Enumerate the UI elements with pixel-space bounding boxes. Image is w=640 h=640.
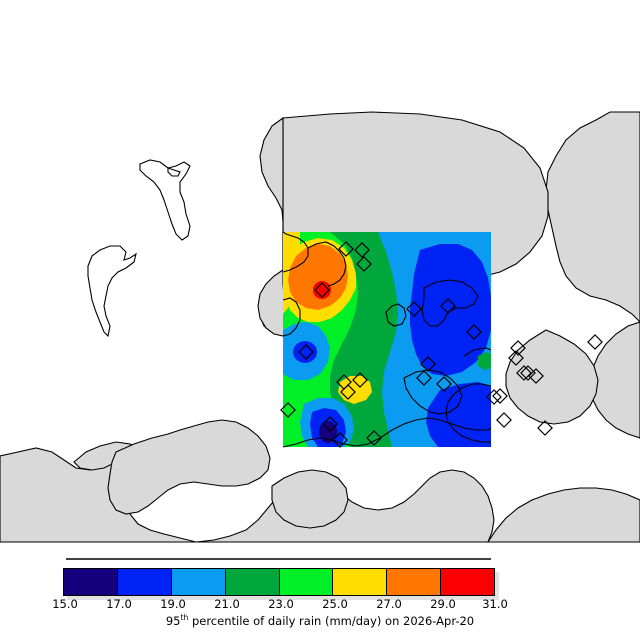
coast-east-lower <box>445 383 492 443</box>
offshore-islands-layer <box>87 159 191 338</box>
contour-core-15-17-southcentral <box>319 421 337 443</box>
colorbar-legend: 15.0 17.0 19.0 21.0 23.0 25.0 27.0 29.0 … <box>0 558 640 640</box>
mainland-east-mid <box>505 329 599 425</box>
station-marker[interactable] <box>280 402 296 418</box>
island-central-small <box>385 303 407 327</box>
station-marker[interactable] <box>366 430 382 446</box>
mainland-far-southeast <box>486 487 640 543</box>
coast-southeast-bay <box>403 369 463 415</box>
station-marker[interactable] <box>314 282 330 298</box>
coast-east-headland <box>463 347 492 357</box>
colorbar-cell-17-19 <box>117 569 172 595</box>
colorbar-caption: 95th percentile of daily rain (mm/day) o… <box>0 613 640 628</box>
station-marker[interactable] <box>587 334 603 350</box>
station-marker[interactable] <box>486 389 502 405</box>
station-marker[interactable] <box>436 376 452 392</box>
colorbar-tick-0: 15.0 <box>52 597 78 611</box>
station-marker[interactable] <box>520 365 536 381</box>
mainland-south-central <box>107 419 271 515</box>
colorbar-cell-15-17 <box>64 569 118 595</box>
station-marker[interactable] <box>416 370 432 386</box>
colorbar-tick-8: 31.0 <box>482 597 508 611</box>
station-marker[interactable] <box>508 350 524 366</box>
station-marker[interactable] <box>340 384 356 400</box>
island-north-notch <box>167 167 181 177</box>
station-marker[interactable] <box>356 256 372 272</box>
colorbar-cell-25-27 <box>333 569 388 595</box>
contour-core-29-31-nwmax <box>313 281 331 299</box>
station-marker[interactable] <box>466 324 482 340</box>
station-marker[interactable] <box>516 365 532 381</box>
island-north-outline <box>139 159 191 241</box>
contour-patch-21-23-east <box>478 352 491 370</box>
caption-superscript: th <box>180 613 189 622</box>
station-marker-layer[interactable] <box>280 241 603 448</box>
station-marker[interactable] <box>510 340 526 356</box>
colorbar-tick-2: 19.0 <box>160 597 186 611</box>
caption-rest: percentile of daily rain (mm/day) on 202… <box>188 613 475 628</box>
caption-prefix: 95 <box>165 613 181 628</box>
contour-data-layer <box>283 232 491 447</box>
station-marker[interactable] <box>420 356 436 372</box>
station-marker[interactable] <box>322 416 338 432</box>
contour-core-17-19-southwest <box>293 341 317 363</box>
colorbar-cell-23-25 <box>279 569 334 595</box>
colorbar-cell-27-29 <box>387 569 442 595</box>
station-marker[interactable] <box>496 412 512 428</box>
colorbar-cell-21-23 <box>225 569 280 595</box>
coast-west-spur <box>282 297 301 337</box>
coast-north-inland <box>307 241 347 287</box>
station-marker[interactable] <box>352 372 368 388</box>
station-marker[interactable] <box>406 301 422 317</box>
colorbar-tick-5: 25.0 <box>322 597 348 611</box>
contour-ring-27-29-nwmax <box>288 244 348 310</box>
colorbar-tick-7: 29.0 <box>430 597 456 611</box>
colorbar-cell-29-31 <box>441 569 494 595</box>
colorbar-tick-6: 27.0 <box>376 597 402 611</box>
station-marker[interactable] <box>440 298 456 314</box>
station-marker[interactable] <box>537 420 553 436</box>
island-south-outline <box>87 245 137 338</box>
island-south-offshore <box>271 469 349 529</box>
colorbar-tick-3: 21.0 <box>214 597 240 611</box>
station-marker[interactable] <box>528 368 544 384</box>
coastline-overlay-layer <box>282 231 492 448</box>
mainland-east <box>545 111 640 323</box>
coast-south-main <box>282 417 492 448</box>
colorbar-tick-1: 17.0 <box>106 597 132 611</box>
colorbar-strip <box>63 568 495 596</box>
station-marker[interactable] <box>338 241 354 257</box>
colorbar-cell-19-21 <box>171 569 226 595</box>
station-marker[interactable] <box>354 242 370 258</box>
colorbar-tick-labels: 15.0 17.0 19.0 21.0 23.0 25.0 27.0 29.0 … <box>0 597 640 613</box>
station-marker[interactable] <box>332 432 348 448</box>
colorbar-tick-4: 23.0 <box>268 597 294 611</box>
station-marker[interactable] <box>298 344 314 360</box>
lake-east <box>421 279 479 327</box>
contour-band-17-19-southeast <box>426 382 491 447</box>
